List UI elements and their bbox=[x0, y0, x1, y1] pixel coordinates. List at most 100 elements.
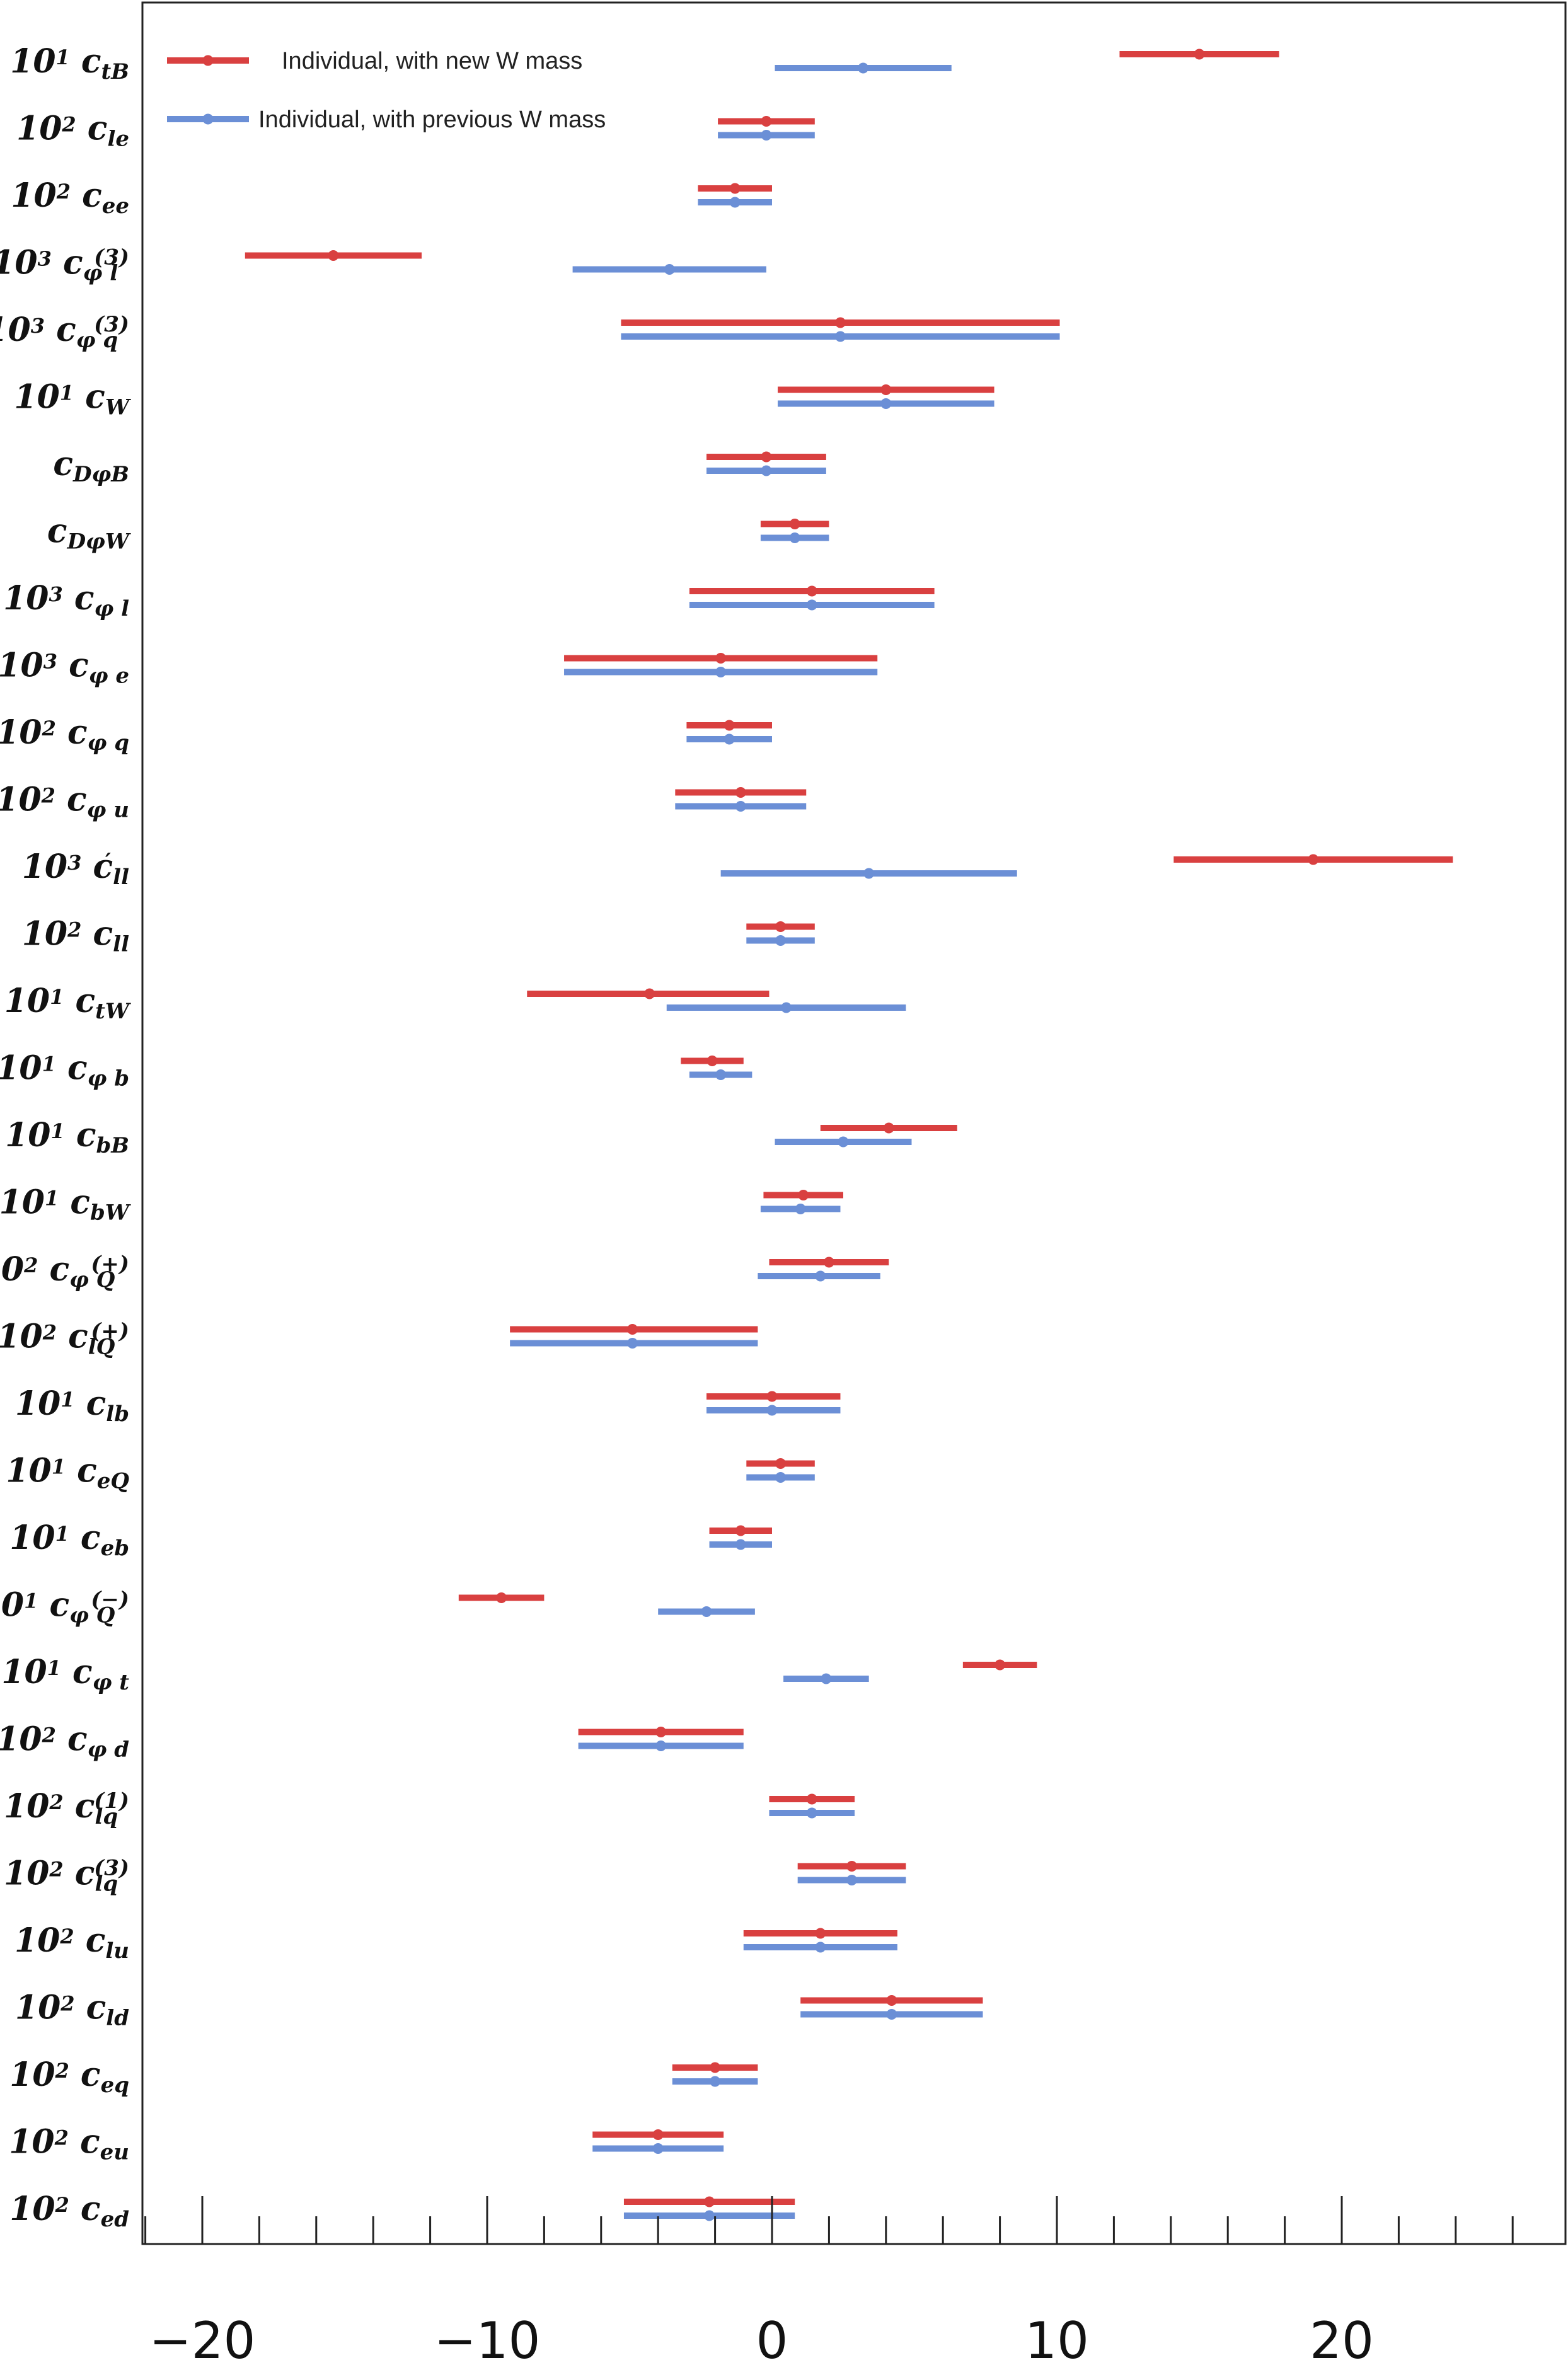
row-label-part: 10 bbox=[0, 647, 43, 685]
error-bars bbox=[245, 49, 1453, 2221]
row-label-6: cDφB bbox=[53, 445, 129, 487]
point-new-row-17 bbox=[798, 1190, 809, 1200]
row-label-part: c bbox=[38, 1586, 69, 1625]
row-label-part: lq bbox=[95, 1804, 118, 1829]
tick-label: −10 bbox=[434, 2311, 541, 2365]
row-label-part: 2 bbox=[67, 918, 81, 942]
row-label-part: c bbox=[59, 1183, 90, 1222]
point-new-row-31 bbox=[652, 2129, 664, 2140]
point-new-row-7 bbox=[789, 519, 800, 529]
row-label-part: c bbox=[69, 2056, 101, 2094]
row-label-part: W bbox=[105, 395, 131, 420]
row-label-part: lq bbox=[95, 1872, 118, 1897]
row-label-19: 102 clQ(+) bbox=[0, 1318, 129, 1360]
row-label-part: le bbox=[107, 127, 129, 152]
row-label-13: 102 cll bbox=[22, 915, 129, 957]
row-label-part: 1 bbox=[61, 1388, 74, 1412]
point-previous-row-26 bbox=[806, 1807, 817, 1819]
point-new-row-1 bbox=[761, 116, 772, 127]
legend-marker-0 bbox=[202, 55, 214, 66]
point-previous-row-10 bbox=[723, 734, 735, 745]
row-label-part: (1) bbox=[94, 1788, 129, 1814]
row-label-part: c bbox=[69, 2123, 100, 2161]
row-label-part: c bbox=[55, 781, 87, 819]
row-label-part: 10 bbox=[9, 2123, 54, 2161]
row-label-part: 2 bbox=[42, 716, 56, 740]
row-label-part: 10 bbox=[15, 1384, 61, 1423]
row-label-part: 10 bbox=[15, 1989, 61, 2027]
point-previous-row-32 bbox=[704, 2210, 715, 2221]
row-label-16: 101 cbB bbox=[5, 1116, 129, 1158]
point-previous-row-31 bbox=[652, 2143, 664, 2154]
row-label-part: 10 bbox=[16, 110, 62, 148]
point-previous-row-17 bbox=[795, 1204, 806, 1214]
row-label-part: tB bbox=[101, 59, 129, 84]
row-label-part: 2 bbox=[61, 113, 76, 137]
row-label-part: c bbox=[56, 1049, 88, 1088]
row-label-part: c bbox=[56, 713, 88, 752]
point-previous-row-8 bbox=[806, 599, 817, 611]
row-label-20: 101 clb bbox=[15, 1384, 129, 1427]
row-label-part: 2 bbox=[56, 180, 71, 204]
row-label-part: (3) bbox=[94, 1855, 129, 1880]
row-label-part: c bbox=[66, 1452, 97, 1490]
point-previous-row-3 bbox=[664, 264, 675, 275]
row-label-part: 2 bbox=[55, 2059, 69, 2083]
row-label-part: φ Q bbox=[69, 1603, 115, 1628]
row-label-28: 102 clu bbox=[14, 1921, 129, 1964]
point-previous-row-15 bbox=[715, 1069, 727, 1080]
point-previous-row-21 bbox=[775, 1472, 787, 1483]
row-label-part: 10 bbox=[4, 1855, 49, 1893]
point-new-row-18 bbox=[823, 1257, 834, 1268]
row-label-part: 10 bbox=[0, 1250, 24, 1289]
point-new-row-24 bbox=[994, 1659, 1006, 1671]
row-label-part: 3 bbox=[38, 247, 52, 271]
row-label-26: 102 clq(1) bbox=[4, 1787, 129, 1829]
row-label-part: (−) bbox=[91, 1587, 129, 1612]
row-label-31: 102 ceu bbox=[9, 2123, 129, 2165]
point-previous-row-6 bbox=[761, 465, 772, 476]
point-previous-row-29 bbox=[886, 2009, 897, 2020]
point-new-row-23 bbox=[496, 1592, 507, 1603]
legend-marker-1 bbox=[202, 113, 214, 125]
row-label-part: 10 bbox=[0, 1586, 24, 1625]
point-new-row-30 bbox=[710, 2062, 721, 2073]
point-new-row-11 bbox=[735, 787, 746, 798]
legend-label-0: Individual, with new W mass bbox=[282, 48, 582, 74]
row-label-part: 1 bbox=[52, 1455, 66, 1479]
row-label-part: c bbox=[65, 1116, 96, 1154]
row-label-part: 10 bbox=[1, 1653, 47, 1691]
row-label-part: c bbox=[70, 42, 101, 81]
row-label-15: 101 cφ b bbox=[0, 1049, 129, 1091]
point-previous-row-1 bbox=[761, 130, 772, 141]
row-label-29: 102 cld bbox=[15, 1989, 129, 2031]
point-new-row-21 bbox=[775, 1458, 787, 1469]
point-new-row-27 bbox=[846, 1861, 858, 1872]
row-label-9: 103 cφ e bbox=[0, 647, 129, 689]
row-label-part: φ u bbox=[87, 798, 129, 823]
row-label-part: 10 bbox=[0, 1318, 43, 1356]
row-label-part: c bbox=[64, 1855, 95, 1893]
row-label-part: tW bbox=[95, 999, 131, 1024]
row-label-part: ll bbox=[113, 932, 129, 957]
row-label-part: 10 bbox=[14, 378, 59, 417]
row-label-part: 1 bbox=[50, 985, 64, 1009]
point-new-row-12 bbox=[1308, 854, 1319, 865]
row-label-part: c bbox=[56, 1720, 88, 1759]
row-label-part: 10 bbox=[9, 2190, 55, 2228]
point-previous-row-2 bbox=[729, 197, 741, 208]
row-label-part: 10 bbox=[5, 1116, 50, 1154]
point-previous-row-18 bbox=[815, 1270, 826, 1282]
row-label-part: lb bbox=[106, 1401, 129, 1427]
row-label-part: c bbox=[52, 244, 83, 282]
tick-label: 0 bbox=[756, 2311, 788, 2365]
row-label-part: 10 bbox=[0, 311, 31, 349]
row-label-part: 10 bbox=[0, 1049, 42, 1088]
point-previous-row-5 bbox=[880, 398, 892, 409]
row-label-part: ee bbox=[102, 193, 129, 219]
row-label-part: φ d bbox=[88, 1737, 130, 1763]
point-new-row-22 bbox=[735, 1525, 746, 1536]
row-label-7: cDφW bbox=[47, 512, 131, 555]
